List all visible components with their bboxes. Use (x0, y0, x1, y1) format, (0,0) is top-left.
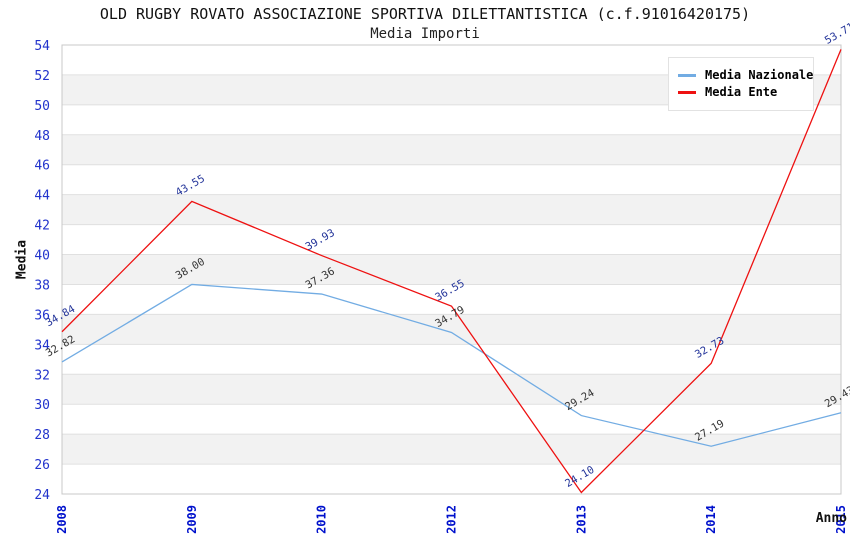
y-tick-label: 50 (34, 99, 50, 114)
legend-item-media-ente: Media Ente (678, 85, 804, 99)
plot-band (62, 404, 841, 435)
y-tick-label: 34 (34, 338, 50, 353)
series-line-media-ente (61, 49, 842, 494)
plot-band (62, 164, 841, 195)
plot-band (62, 344, 841, 375)
y-tick-label: 40 (34, 249, 50, 264)
plot-band (62, 374, 841, 405)
series-line-media-nazionale (61, 283, 842, 447)
x-tick-label: 2015 (834, 505, 848, 534)
plot-band (62, 314, 841, 345)
x-tick-label: 2012 (445, 505, 459, 534)
legend-label-nazionale: Media Nazionale (705, 68, 814, 82)
legend: Media Nazionale Media Ente (668, 57, 814, 111)
x-axis-ticks: 2008 2009 2010 2012 2013 2014 2015 (55, 505, 848, 534)
legend-item-media-nazionale: Media Nazionale (678, 68, 813, 82)
chart-title: OLD RUGBY ROVATO ASSOCIAZIONE SPORTIVA D… (99, 5, 751, 23)
y-tick-label: 36 (34, 308, 50, 323)
x-tick-label: 2013 (574, 505, 588, 534)
y-tick-label: 28 (34, 428, 50, 443)
plot-bands (62, 45, 841, 494)
x-tick-label: 2014 (704, 505, 718, 534)
plot-band (62, 284, 841, 315)
y-tick-label: 32 (34, 368, 50, 383)
y-tick-label: 54 (34, 39, 50, 54)
x-tick-label: 2009 (185, 505, 199, 534)
x-tick-label: 2008 (55, 505, 69, 534)
y-tick-label: 24 (34, 488, 50, 503)
legend-label-ente: Media Ente (705, 85, 778, 99)
plot-band (62, 254, 841, 285)
y-tick-label: 42 (34, 219, 50, 234)
plot-band (62, 224, 841, 255)
y-tick-label: 44 (34, 189, 50, 204)
chart-subtitle: Media Importi (370, 26, 480, 42)
y-axis-title: Media (14, 239, 30, 280)
y-tick-label: 30 (34, 398, 50, 413)
x-axis-title: Anno (815, 511, 847, 526)
plot-band (62, 464, 841, 494)
plot-band (62, 434, 841, 465)
y-tick-label: 26 (34, 458, 50, 473)
legend-swatch-ente-icon (678, 90, 696, 94)
plot-band (62, 134, 841, 165)
x-tick-label: 2010 (315, 505, 329, 534)
legend-swatch-nazionale-icon (678, 73, 696, 77)
plot-band (62, 194, 841, 225)
y-tick-label: 52 (34, 69, 50, 84)
data-label: 53.71 (823, 21, 850, 47)
y-axis-ticks: 24 26 28 30 32 34 36 38 40 42 44 46 48 50 52 54 (34, 39, 50, 503)
y-tick-label: 46 (34, 159, 50, 174)
y-tick-label: 48 (34, 129, 50, 144)
y-tick-label: 38 (34, 278, 50, 293)
plot-frame (61, 44, 842, 495)
